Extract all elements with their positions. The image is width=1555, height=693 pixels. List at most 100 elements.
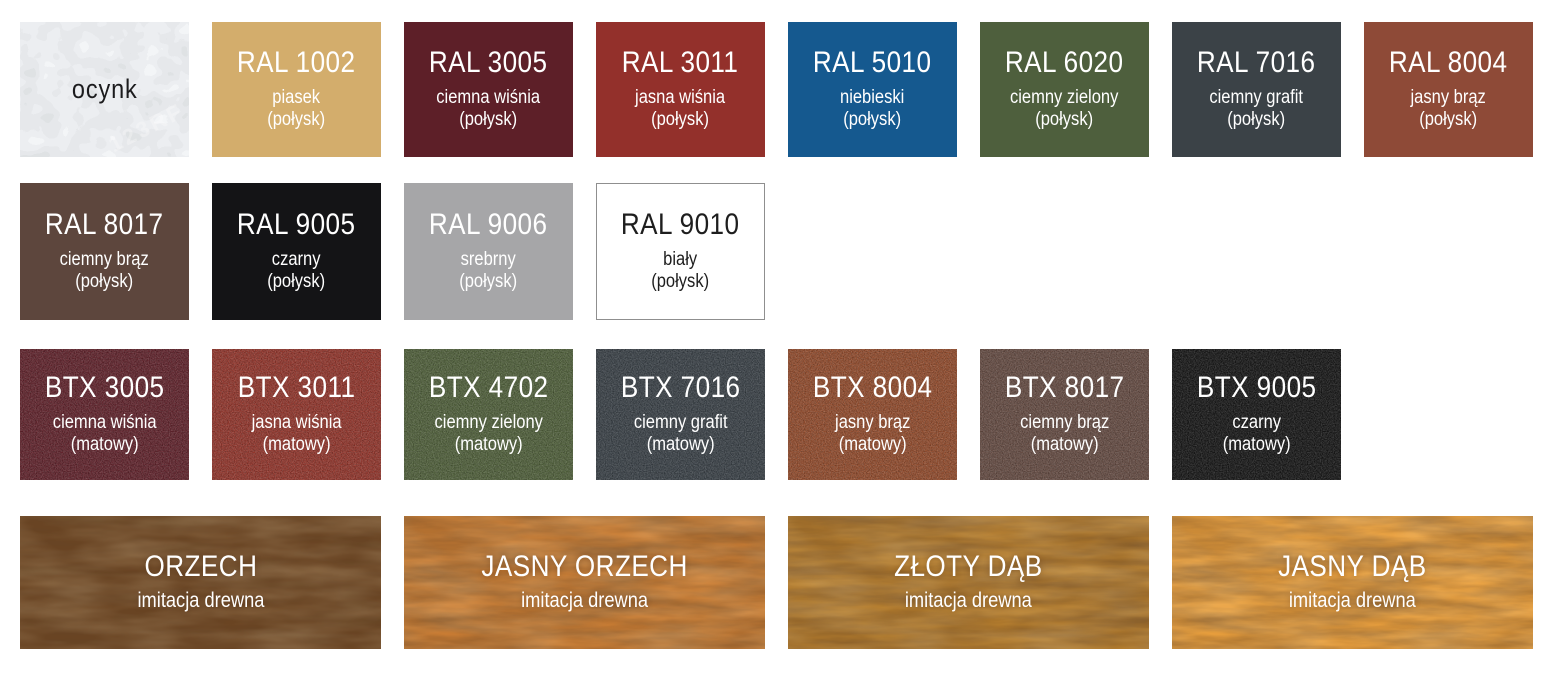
color-name-label: ciemny brąz (59, 248, 150, 270)
swatch-btx-3005: BTX 3005 ciemna wiśnia (matowy) (20, 349, 189, 480)
swatch-ral-8017: RAL 8017 ciemny brąz (połysk) (20, 183, 189, 320)
finish-label: (połysk) (75, 271, 134, 293)
finish-label: (matowy) (454, 434, 523, 456)
color-name-label: jasny brąz (834, 411, 911, 433)
color-name-label: jasna wiśnia (251, 411, 342, 433)
finish-label: (połysk) (651, 109, 710, 131)
color-code-label: ocynk (71, 74, 138, 105)
swatch-ral-6020: RAL 6020 ciemny zielony (połysk) (980, 22, 1149, 157)
wood-name-label: ZŁOTY DĄB (894, 550, 1043, 584)
wood-texture (20, 516, 381, 649)
wood-subtitle-label: imitacja drewna (1289, 588, 1416, 612)
swatch-ocynk: 123RF ocynk (20, 22, 189, 157)
wood-texture (1172, 516, 1533, 649)
color-name-label: srebrny (460, 248, 517, 270)
swatch-btx-8017: BTX 8017 ciemny brąz (matowy) (980, 349, 1149, 480)
wood-subtitle-label: imitacja drewna (521, 588, 648, 612)
finish-label: (matowy) (1030, 434, 1099, 456)
swatch-jasny-orzech: JASNY ORZECH imitacja drewna (404, 516, 765, 649)
swatch-jasny-dab: JASNY DĄB imitacja drewna (1172, 516, 1533, 649)
color-palette-board: 123RF ocynk RAL 1002 piasek (połysk) RAL… (0, 22, 1555, 693)
finish-label: (matowy) (262, 434, 331, 456)
color-name-label: ciemny zielony (1010, 86, 1119, 108)
swatch-zloty-dab: ZŁOTY DĄB imitacja drewna (788, 516, 1149, 649)
color-code-label: BTX 8017 (1004, 371, 1125, 405)
color-code-label: RAL 3005 (429, 46, 548, 80)
wood-subtitle-label: imitacja drewna (905, 588, 1032, 612)
finish-label: (połysk) (267, 271, 326, 293)
finish-label: (matowy) (1222, 434, 1291, 456)
color-name-label: ciemny brąz (1019, 411, 1110, 433)
color-code-label: RAL 6020 (1005, 46, 1124, 80)
color-code-label: RAL 3011 (622, 46, 739, 80)
finish-label: (połysk) (1227, 109, 1286, 131)
swatch-btx-3011: BTX 3011 jasna wiśnia (matowy) (212, 349, 381, 480)
wood-texture (404, 516, 765, 649)
color-code-label: RAL 7016 (1197, 46, 1316, 80)
color-code-label: BTX 9005 (1196, 371, 1317, 405)
finish-label: (połysk) (1419, 109, 1478, 131)
swatch-ral-3005: RAL 3005 ciemna wiśnia (połysk) (404, 22, 573, 157)
color-name-label: ciemny zielony (434, 411, 543, 433)
color-name-label: ciemna wiśnia (52, 411, 157, 433)
matte-texture (404, 349, 573, 480)
swatch-ral-9010: RAL 9010 biały (połysk) (596, 183, 765, 320)
palette-row-3: BTX 3005 ciemna wiśnia (matowy) BTX 3011… (20, 349, 1555, 480)
swatch-btx-9005: BTX 9005 czarny (matowy) (1172, 349, 1341, 480)
color-name-label: ciemny grafit (633, 411, 728, 433)
finish-label: (połysk) (651, 271, 710, 293)
wood-name-label: JASNY DĄB (1278, 550, 1427, 584)
galvanized-texture (20, 22, 189, 157)
color-code-label: BTX 8004 (812, 371, 933, 405)
finish-label: (połysk) (459, 271, 518, 293)
wood-name-label: ORZECH (144, 550, 257, 584)
swatch-ral-9006: RAL 9006 srebrny (połysk) (404, 183, 573, 320)
wood-name-label: JASNY ORZECH (481, 550, 688, 584)
finish-label: (matowy) (838, 434, 907, 456)
wood-subtitle-label: imitacja drewna (137, 588, 264, 612)
palette-row-2: RAL 8017 ciemny brąz (połysk) RAL 9005 c… (20, 183, 1555, 320)
color-code-label: BTX 7016 (620, 371, 741, 405)
color-code-label: BTX 3005 (44, 371, 165, 405)
matte-texture (1172, 349, 1341, 480)
matte-texture (788, 349, 957, 480)
swatch-ral-5010: RAL 5010 niebieski (połysk) (788, 22, 957, 157)
matte-texture (596, 349, 765, 480)
swatch-btx-8004: BTX 8004 jasny brąz (matowy) (788, 349, 957, 480)
color-name-label: piasek (272, 86, 321, 108)
color-code-label: RAL 9006 (429, 208, 548, 242)
palette-row-1: 123RF ocynk RAL 1002 piasek (połysk) RAL… (20, 22, 1555, 157)
swatch-ral-3011: RAL 3011 jasna wiśnia (połysk) (596, 22, 765, 157)
finish-label: (matowy) (70, 434, 139, 456)
color-code-label: BTX 4702 (428, 371, 549, 405)
swatch-ral-9005: RAL 9005 czarny (połysk) (212, 183, 381, 320)
swatch-ral-8004: RAL 8004 jasny brąz (połysk) (1364, 22, 1533, 157)
color-name-label: ciemny grafit (1209, 86, 1304, 108)
color-name-label: czarny (1232, 411, 1281, 433)
finish-label: (połysk) (843, 109, 902, 131)
color-code-label: RAL 1002 (237, 46, 356, 80)
finish-label: (połysk) (267, 109, 326, 131)
color-code-label: RAL 8017 (45, 208, 164, 242)
color-name-label: niebieski (840, 86, 905, 108)
swatch-ral-7016: RAL 7016 ciemny grafit (połysk) (1172, 22, 1341, 157)
matte-texture (980, 349, 1149, 480)
color-name-label: czarny (272, 248, 321, 270)
matte-texture (212, 349, 381, 480)
matte-texture (20, 349, 189, 480)
color-name-label: jasna wiśnia (635, 86, 726, 108)
color-code-label: RAL 9010 (621, 208, 740, 242)
palette-row-4: ORZECH imitacja drewna JASNY ORZECH imit… (20, 516, 1555, 649)
swatch-orzech: ORZECH imitacja drewna (20, 516, 381, 649)
color-code-label: RAL 9005 (237, 208, 356, 242)
color-code-label: RAL 5010 (813, 46, 932, 80)
finish-label: (matowy) (646, 434, 715, 456)
finish-label: (połysk) (459, 109, 518, 131)
color-code-label: RAL 8004 (1389, 46, 1508, 80)
wood-texture (788, 516, 1149, 649)
color-name-label: ciemna wiśnia (436, 86, 541, 108)
finish-label: (połysk) (1035, 109, 1094, 131)
swatch-btx-4702: BTX 4702 ciemny zielony (matowy) (404, 349, 573, 480)
color-name-label: jasny brąz (1410, 86, 1487, 108)
swatch-ral-1002: RAL 1002 piasek (połysk) (212, 22, 381, 157)
